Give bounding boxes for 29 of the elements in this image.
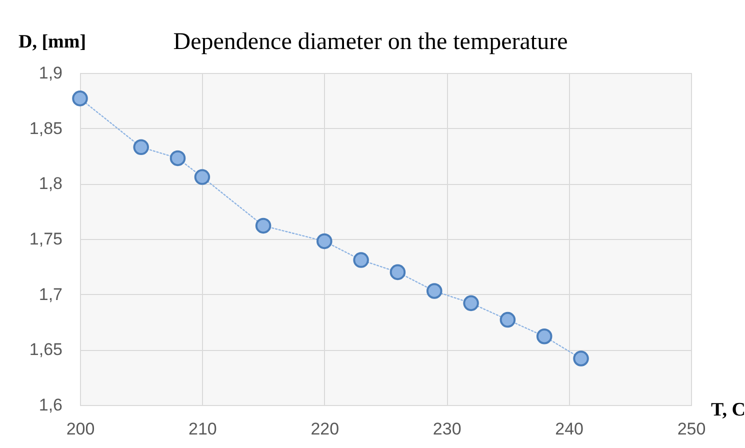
y-tick-label: 1,8: [38, 174, 62, 194]
point: [72, 90, 88, 106]
point: [133, 139, 149, 156]
y-tick-label: 1,65: [29, 340, 62, 360]
x-tick-label: 240: [555, 420, 584, 438]
point: [426, 283, 442, 299]
y-tick-label: 1,85: [29, 118, 62, 138]
chart-title: Dependence diameter on the temperature: [173, 29, 568, 55]
point: [255, 218, 272, 234]
point: [536, 328, 552, 344]
x-tick-label: 220: [310, 420, 340, 438]
point: [353, 252, 369, 268]
point: [390, 264, 406, 280]
point: [170, 150, 186, 166]
x-tick-label: 200: [66, 420, 95, 438]
y-tick-label: 1,6: [38, 396, 62, 414]
y-axis-title: D, [mm]: [18, 32, 86, 52]
x-axis-title: T, C: [711, 400, 745, 420]
point: [463, 295, 479, 312]
point: [573, 350, 589, 366]
y-tick-label: 1,7: [38, 284, 62, 304]
point: [316, 233, 332, 250]
x-tick-label: 230: [432, 420, 462, 438]
point: [194, 169, 210, 185]
y-tick-label: 1,9: [38, 64, 62, 82]
y-tick-label: 1,75: [29, 230, 62, 248]
x-tick-label: 250: [677, 420, 706, 438]
point: [500, 312, 516, 328]
x-tick-label: 210: [188, 420, 217, 438]
